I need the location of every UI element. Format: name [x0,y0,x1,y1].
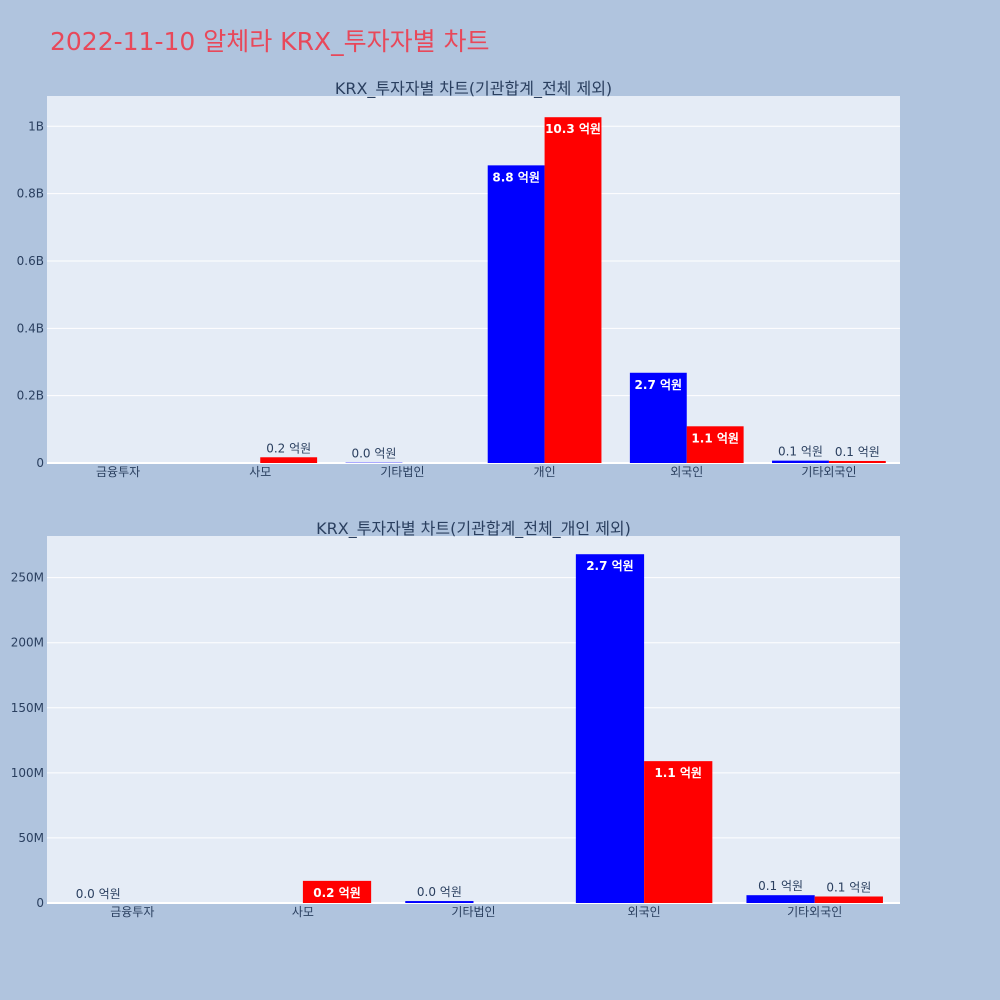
bar [814,896,883,903]
bar [686,426,744,463]
data-label: 1.1 억원 [691,431,739,445]
bar [302,880,372,903]
bar [405,901,474,903]
x-tick-label: 기타외국인 [787,905,842,919]
bar [746,895,815,903]
data-label: 0.1 억원 [835,445,880,459]
page-title: 2022-11-10 알체라 KRX_투자자별 차트 [50,27,490,56]
y-tick-label: 0 [36,896,44,910]
plot-area [47,536,900,903]
y-tick-label: 50M [18,831,44,845]
data-label: 2.7 억원 [635,378,683,392]
bar [487,165,545,464]
chart-2: KRX_투자자별 차트(기관합계_전체_개인 제외) 0 50M 100M 150M 20… [11,519,900,919]
x-tick-label: 외국인 [670,465,703,479]
x-tick-label: 금융투자 [96,465,140,479]
bar [644,761,713,903]
x-tick-label: 사모 [249,465,271,479]
data-label: 0.1 억원 [826,880,871,894]
x-tick-label: 사모 [292,905,314,919]
x-tick-label: 금융투자 [110,905,154,919]
data-label: 10.3 억원 [545,122,601,136]
bar [575,554,645,903]
bar [828,460,886,463]
y-tick-label: 0.6B [17,254,44,268]
x-tick-label: 기타외국인 [801,465,856,479]
data-label: 2.7 억원 [586,559,634,573]
bar [544,117,602,464]
x-tick-label: 외국인 [628,905,661,919]
y-tick-label: 250M [11,571,44,585]
data-label: 8.8 억원 [492,170,540,184]
data-label: 1.1 억원 [654,766,702,780]
data-label: 0.0 억원 [417,885,462,899]
y-tick-label: 100M [11,766,44,780]
data-label: 0.1 억원 [758,879,803,893]
y-tick-label: 0 [36,456,44,470]
x-tick-label: 개인 [534,465,556,479]
x-tick-label: 기타법인 [380,465,424,479]
data-label: 0.0 억원 [351,447,396,461]
y-tick-label: 1B [28,119,44,133]
y-tick-label: 0.4B [17,321,44,335]
bar [260,457,318,463]
y-tick-label: 0.2B [17,389,44,403]
bar [629,372,687,463]
chart-1: KRX_투자자별 차트(기관합계_전체 제외) 0 0.2B 0.4B 0.6B 0.8B… [17,79,900,479]
x-tick-label: 기타법인 [451,905,495,919]
data-label: 0.2 억원 [313,886,361,900]
data-label: 0.1 억원 [778,445,823,459]
bar [772,460,829,463]
y-tick-label: 200M [11,636,44,650]
chart-title: KRX_투자자별 차트(기관합계_전체 제외) [335,79,612,99]
data-label: 0.0 억원 [76,887,121,901]
plot-area [47,96,900,463]
y-tick-label: 150M [11,701,44,715]
data-label: 0.2 억원 [266,441,311,455]
y-tick-label: 0.8B [17,187,44,201]
chart-title: KRX_투자자별 차트(기관합계_전체_개인 제외) [316,519,631,539]
